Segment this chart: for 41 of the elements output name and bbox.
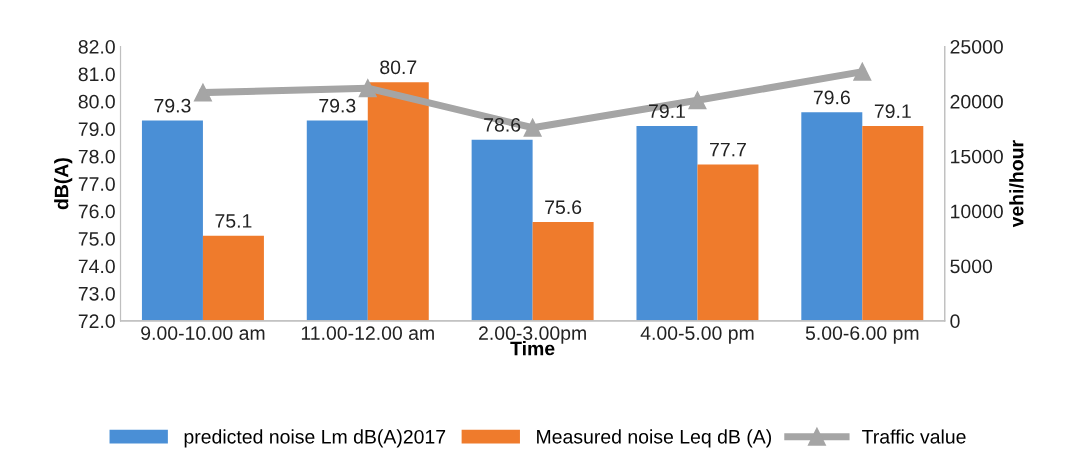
- y-tick-label: 79.0: [78, 122, 115, 137]
- x-tick-label: 11.00-12.00 am: [301, 326, 434, 340]
- y-tick-label: 75.0: [78, 232, 115, 246]
- y-axis-title: dB(A): [54, 158, 73, 210]
- y-tick-label: 76.0: [78, 204, 115, 219]
- data-label: 79.1: [874, 104, 911, 119]
- x-tick-label: 9.00-10.00 am: [141, 326, 265, 340]
- legend-label: Measured noise Leq dB (A): [537, 429, 771, 448]
- y-tick-label: 72.0: [78, 314, 115, 329]
- y2-tick-label: 10000: [951, 204, 1003, 219]
- y2-tick-label: 25000: [950, 39, 1003, 54]
- y2-tick-label: 20000: [950, 94, 1003, 109]
- y-tick-label: 78.0: [78, 149, 115, 164]
- data-label: 79.3: [319, 98, 356, 113]
- y2-axis-title: vehi/hour: [1009, 140, 1024, 228]
- point: [193, 83, 212, 102]
- data-label: 77.7: [710, 142, 746, 157]
- point: [358, 79, 377, 98]
- legend-label: predicted noise Lm dB(A)2017: [184, 429, 446, 448]
- y-tick-label: 82.0: [78, 39, 115, 54]
- data-label: 80.7: [380, 60, 417, 75]
- x-tick-label: 4.00-5.00 pm: [640, 326, 754, 344]
- y2-tick-label: 5000: [950, 259, 993, 274]
- x-tick-label: 5.00-6.00 pm: [805, 326, 919, 344]
- point: [523, 118, 542, 137]
- y-tick-label: 77.0: [78, 177, 115, 191]
- y2-tick-label: 15000: [951, 149, 1003, 164]
- data-label: 75.6: [545, 200, 582, 215]
- data-label: 79.3: [154, 98, 191, 113]
- point: [853, 62, 872, 81]
- point: [688, 91, 707, 110]
- data-label: 79.6: [813, 90, 850, 105]
- data-label: 79.1: [649, 104, 685, 119]
- legend-label: Traffic value: [862, 429, 966, 444]
- y-tick-label: 80.0: [78, 94, 115, 109]
- data-label: 75.1: [215, 214, 252, 228]
- data-label: 78.6: [484, 118, 521, 132]
- y-tick-label: 74.0: [78, 259, 115, 274]
- y-tick-label: 81.0: [78, 67, 115, 82]
- y2-tick-label: 0: [950, 314, 960, 329]
- y-tick-label: 73.0: [78, 286, 115, 301]
